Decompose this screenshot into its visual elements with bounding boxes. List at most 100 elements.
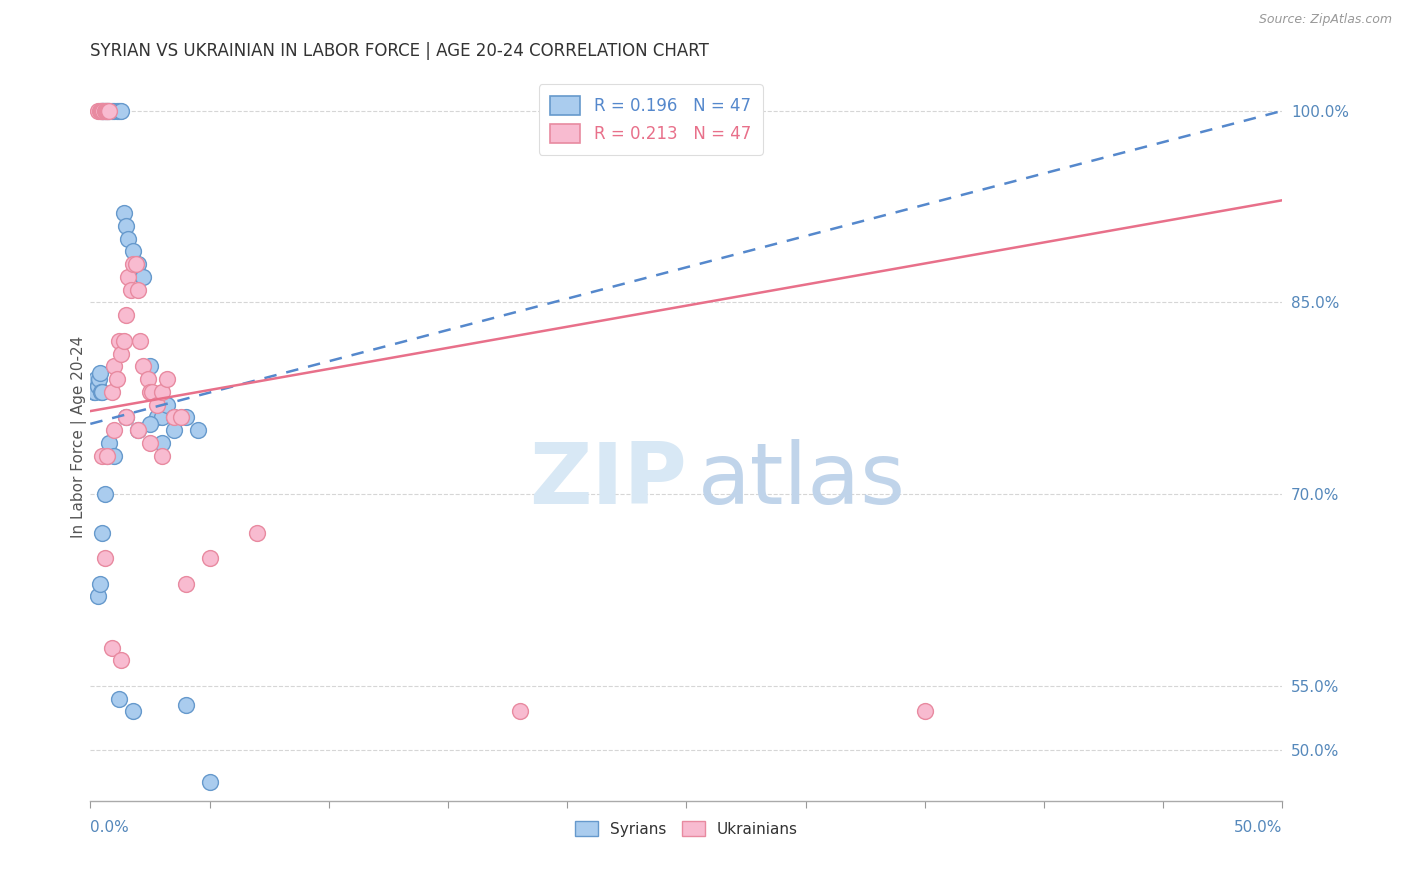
Point: [96, 449, 118, 463]
Point: [98, 436, 121, 450]
Point: [914, 705, 936, 719]
Point: [141, 384, 163, 399]
Point: [96, 449, 118, 463]
Y-axis label: In Labor Force | Age 20-24: In Labor Force | Age 20-24: [72, 335, 87, 538]
Point: [127, 423, 149, 437]
Point: [103, 359, 125, 374]
Point: [91, 449, 114, 463]
Point: [86, 590, 108, 604]
Point: [117, 269, 139, 284]
Point: [163, 410, 186, 425]
Point: [83, 384, 105, 399]
Text: Source: ZipAtlas.com: Source: ZipAtlas.com: [1258, 13, 1392, 27]
Point: [127, 423, 149, 437]
Point: [91, 525, 114, 540]
Point: [139, 417, 162, 431]
Point: [86, 378, 108, 392]
Point: [89, 103, 111, 118]
Point: [91, 103, 114, 118]
Legend: Syrians, Ukrainians: Syrians, Ukrainians: [567, 813, 806, 844]
Point: [86, 372, 108, 386]
Point: [103, 423, 125, 437]
Point: [150, 436, 173, 450]
Point: [105, 103, 128, 118]
Point: [174, 576, 197, 591]
Point: [132, 359, 155, 374]
Point: [93, 103, 115, 118]
Point: [163, 410, 186, 425]
Point: [115, 410, 138, 425]
Point: [108, 691, 131, 706]
Point: [187, 423, 209, 437]
Point: [103, 449, 125, 463]
Point: [156, 398, 179, 412]
Point: [117, 231, 139, 245]
Point: [110, 103, 132, 118]
Text: 0.0%: 0.0%: [90, 820, 129, 835]
Point: [127, 283, 149, 297]
Point: [174, 698, 197, 712]
Point: [105, 372, 128, 386]
Point: [139, 359, 162, 374]
Point: [87, 372, 110, 386]
Point: [94, 103, 117, 118]
Point: [122, 244, 145, 259]
Text: ZIP: ZIP: [529, 439, 686, 522]
Point: [93, 103, 115, 118]
Text: 50.0%: 50.0%: [1234, 820, 1282, 835]
Point: [127, 257, 149, 271]
Point: [93, 487, 115, 501]
Text: SYRIAN VS UKRAINIAN IN LABOR FORCE | AGE 20-24 CORRELATION CHART: SYRIAN VS UKRAINIAN IN LABOR FORCE | AGE…: [90, 42, 709, 60]
Point: [115, 219, 138, 233]
Point: [108, 103, 131, 118]
Point: [163, 423, 186, 437]
Point: [89, 366, 111, 380]
Point: [96, 103, 118, 118]
Point: [98, 103, 121, 118]
Point: [122, 257, 145, 271]
Point: [112, 334, 135, 348]
Point: [93, 103, 115, 118]
Point: [156, 372, 179, 386]
Point: [115, 410, 138, 425]
Text: atlas: atlas: [699, 439, 907, 522]
Point: [110, 653, 132, 667]
Point: [198, 774, 221, 789]
Point: [150, 449, 173, 463]
Point: [86, 103, 108, 118]
Point: [139, 384, 162, 399]
Point: [120, 283, 142, 297]
Point: [101, 384, 124, 399]
Point: [112, 206, 135, 220]
Point: [84, 384, 107, 399]
Point: [101, 103, 124, 118]
Point: [146, 410, 169, 425]
Point: [101, 640, 124, 655]
Point: [509, 705, 531, 719]
Point: [198, 551, 221, 566]
Point: [90, 103, 112, 118]
Point: [139, 436, 162, 450]
Point: [150, 410, 173, 425]
Point: [97, 103, 120, 118]
Point: [170, 410, 193, 425]
Point: [246, 525, 269, 540]
Point: [103, 103, 125, 118]
Point: [89, 576, 111, 591]
Point: [90, 384, 112, 399]
Point: [108, 334, 131, 348]
Point: [110, 346, 132, 360]
Point: [115, 308, 138, 322]
Point: [136, 372, 159, 386]
Point: [124, 257, 146, 271]
Point: [96, 103, 118, 118]
Point: [93, 551, 115, 566]
Point: [129, 334, 152, 348]
Point: [146, 398, 169, 412]
Point: [91, 384, 114, 399]
Point: [150, 384, 173, 399]
Point: [132, 269, 155, 284]
Point: [91, 103, 114, 118]
Point: [93, 103, 115, 118]
Point: [98, 103, 121, 118]
